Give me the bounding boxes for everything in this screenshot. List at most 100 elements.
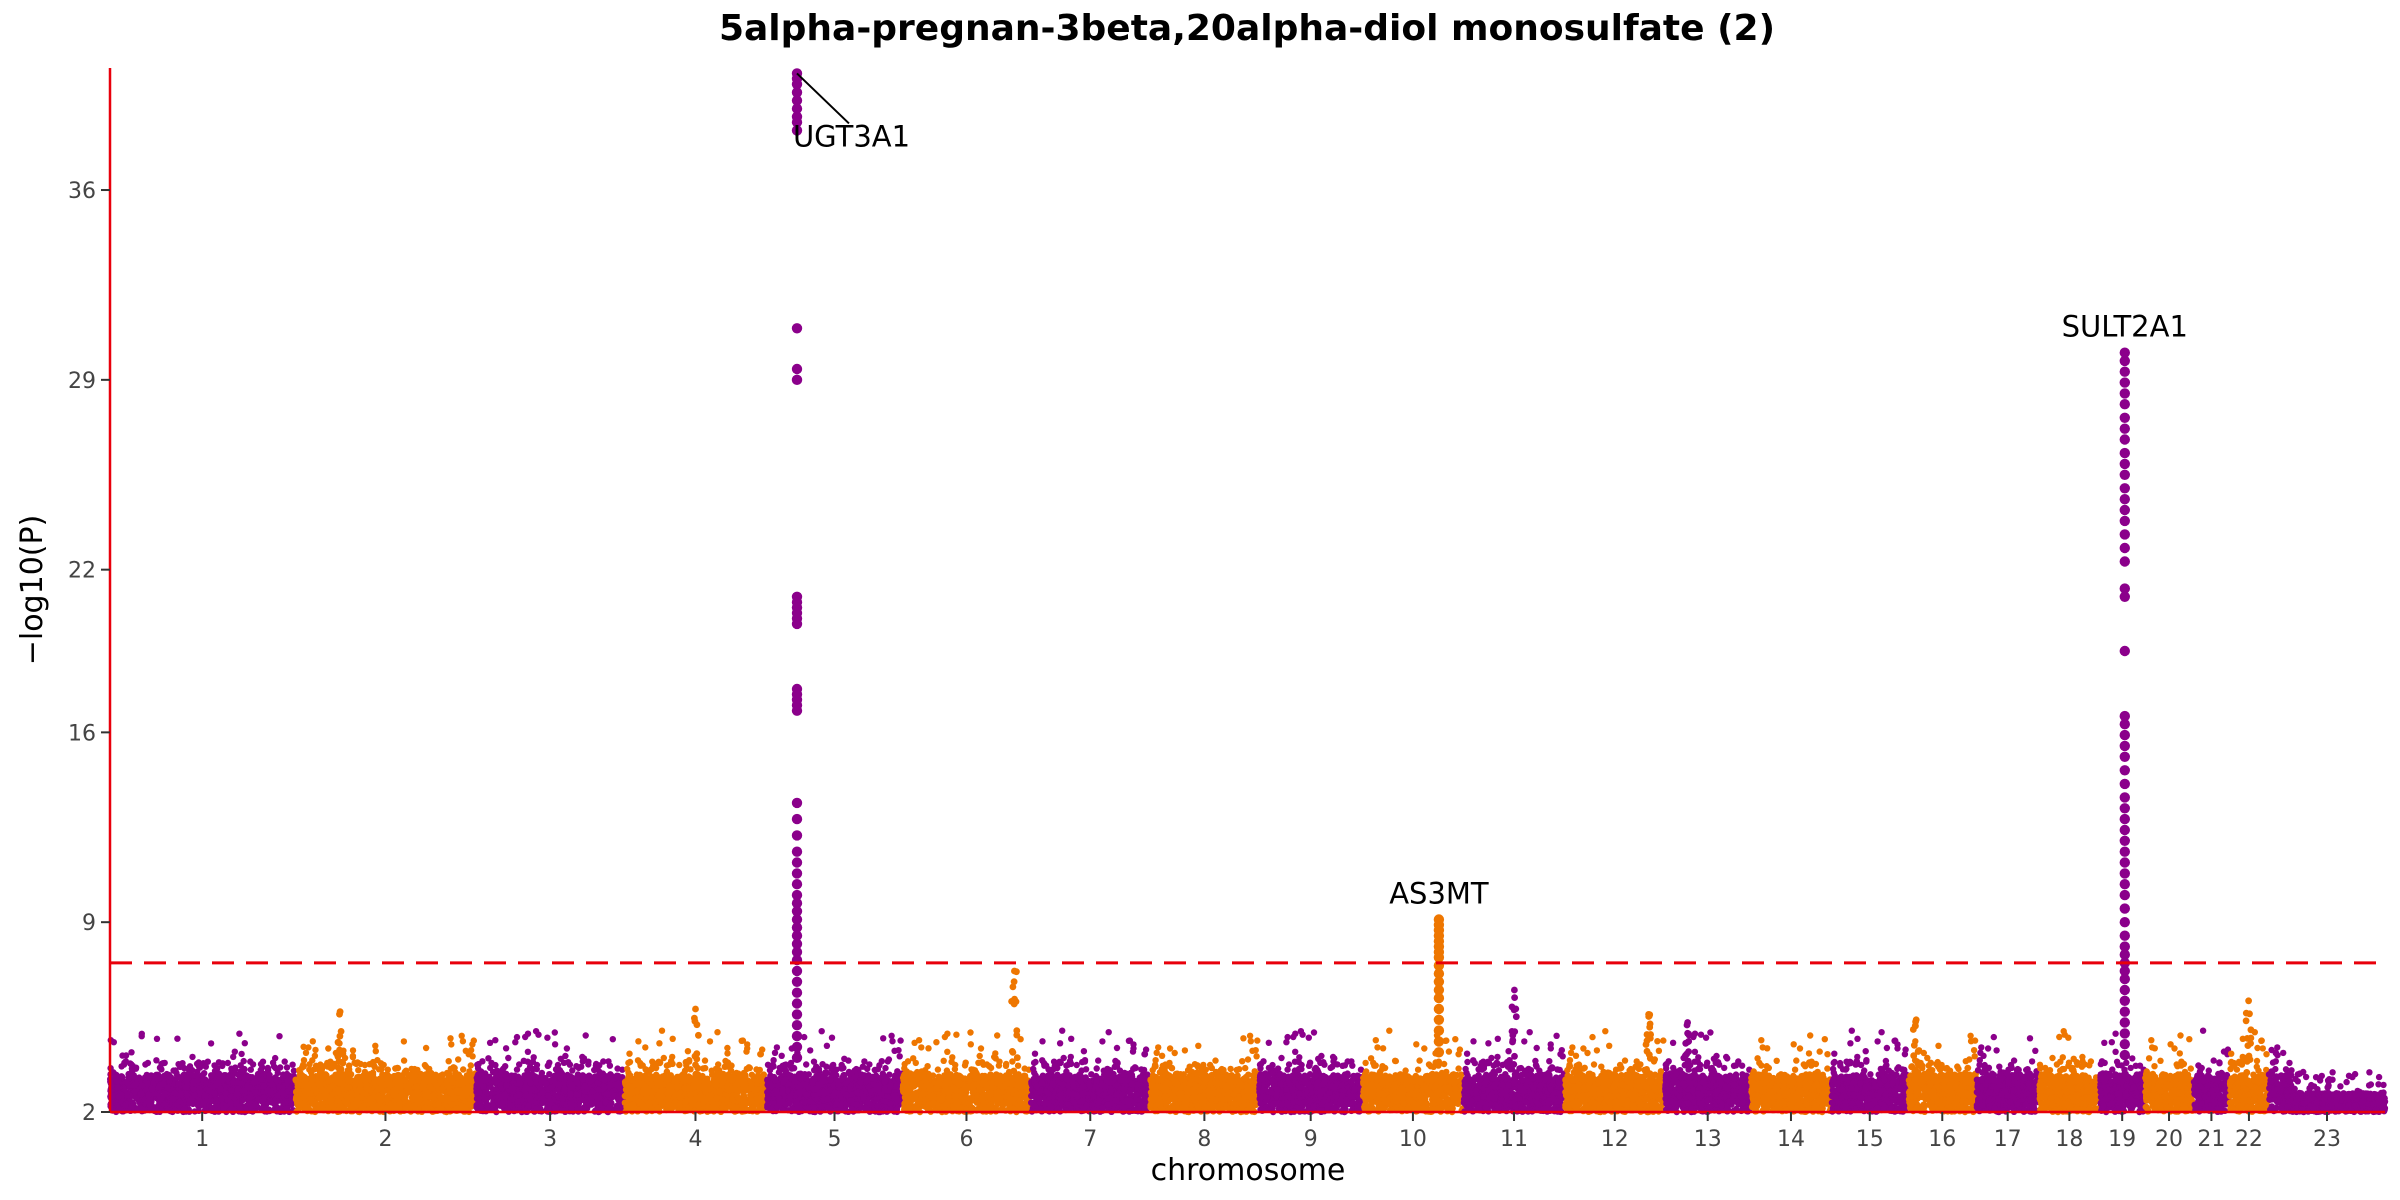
snp-point — [355, 1067, 362, 1074]
snp-point — [131, 1088, 139, 1095]
snp-point — [753, 1066, 760, 1073]
snp-point — [122, 1052, 130, 1059]
snp-point — [382, 1081, 389, 1088]
snp-point — [344, 1084, 352, 1091]
snp-point — [744, 1041, 751, 1048]
snp-point — [473, 1074, 480, 1082]
snp-point — [557, 1075, 564, 1082]
snp-point — [525, 1102, 533, 1110]
snp-point — [401, 1068, 409, 1076]
snp-point — [176, 1098, 183, 1105]
snp-point — [193, 1060, 201, 1068]
snp-point — [448, 1075, 455, 1082]
snp-point — [272, 1054, 279, 1062]
snp-point — [596, 1101, 603, 1109]
snp-point — [309, 1076, 316, 1084]
snp-point — [560, 1059, 568, 1067]
snp-point — [381, 1075, 389, 1082]
snp-point — [281, 1058, 288, 1065]
snp-point — [492, 1037, 499, 1044]
snp-point — [202, 1063, 209, 1070]
snp-point — [585, 1058, 592, 1065]
snp-point — [606, 1062, 614, 1069]
snp-point — [480, 1083, 487, 1090]
snp-point — [438, 1096, 446, 1103]
snp-point — [502, 1045, 510, 1052]
snp-point — [144, 1080, 151, 1088]
snp-point — [237, 1062, 244, 1069]
snp-point — [573, 1091, 580, 1098]
snp-point — [311, 1052, 319, 1060]
snp-point — [237, 1068, 245, 1075]
snp-point — [513, 1066, 521, 1073]
snp-point — [579, 1076, 587, 1084]
snp-point — [516, 1079, 524, 1087]
snp-point — [353, 1092, 360, 1099]
snp-point — [378, 1065, 385, 1073]
snp-point — [422, 1044, 430, 1052]
snp-point — [296, 1067, 303, 1074]
snp-point — [149, 1086, 156, 1093]
snp-point — [211, 1090, 218, 1097]
snp-point — [161, 1059, 168, 1067]
snp-point — [563, 1045, 571, 1052]
snp-point — [232, 1066, 239, 1074]
snp-point — [236, 1105, 244, 1112]
snp-point — [527, 1080, 534, 1087]
snp-point — [426, 1065, 433, 1073]
snp-point — [626, 1058, 634, 1066]
snp-point — [394, 1064, 401, 1072]
snp-point — [131, 1082, 138, 1089]
snp-point — [161, 1090, 168, 1098]
snp-point — [437, 1078, 444, 1085]
snp-point — [344, 1076, 351, 1084]
snp-point — [128, 1102, 136, 1110]
snp-point — [128, 1061, 135, 1068]
snp-point — [459, 1038, 467, 1045]
snp-point — [567, 1083, 575, 1091]
snp-point — [477, 1103, 484, 1111]
snp-point — [260, 1082, 268, 1090]
snp-point — [601, 1076, 608, 1084]
snp-point — [113, 1078, 121, 1085]
snp-point — [190, 1086, 197, 1093]
chart-title: 5alpha-pregnan-3beta,20alpha-diol monosu… — [719, 8, 1775, 49]
snp-point — [600, 1084, 608, 1092]
snp-point — [318, 1100, 325, 1107]
snp-point — [459, 1093, 466, 1101]
snp-point — [539, 1099, 546, 1107]
snp-point — [383, 1087, 390, 1094]
snp-point — [335, 1089, 342, 1096]
snp-point — [219, 1062, 226, 1070]
snp-point — [411, 1065, 418, 1073]
snp-point — [250, 1079, 258, 1086]
snp-point — [409, 1074, 416, 1081]
snp-point — [110, 1039, 118, 1046]
snp-point — [300, 1057, 308, 1064]
snp-point — [724, 1044, 731, 1052]
snp-point — [475, 1060, 482, 1068]
snp-point — [375, 1085, 382, 1093]
snp-point — [351, 1059, 358, 1067]
snp-point — [207, 1040, 215, 1047]
snp-point — [218, 1096, 225, 1103]
snp-point — [582, 1032, 589, 1039]
snp-point — [447, 1035, 454, 1042]
snp-point — [352, 1102, 359, 1110]
snp-point — [476, 1089, 483, 1096]
snp-point — [189, 1053, 196, 1061]
snp-point — [257, 1066, 264, 1074]
snp-point — [549, 1077, 556, 1084]
snp-point — [503, 1082, 510, 1090]
snp-point — [443, 1080, 450, 1088]
snp-point — [706, 1038, 714, 1045]
snp-point — [714, 1029, 721, 1036]
snp-point — [309, 1098, 316, 1105]
snp-point — [581, 1082, 589, 1090]
snp-point — [128, 1049, 135, 1056]
snp-point — [276, 1033, 283, 1040]
snp-point — [166, 1073, 173, 1080]
snp-point — [567, 1100, 574, 1107]
snp-point — [302, 1049, 310, 1057]
snp-point — [125, 1074, 132, 1082]
